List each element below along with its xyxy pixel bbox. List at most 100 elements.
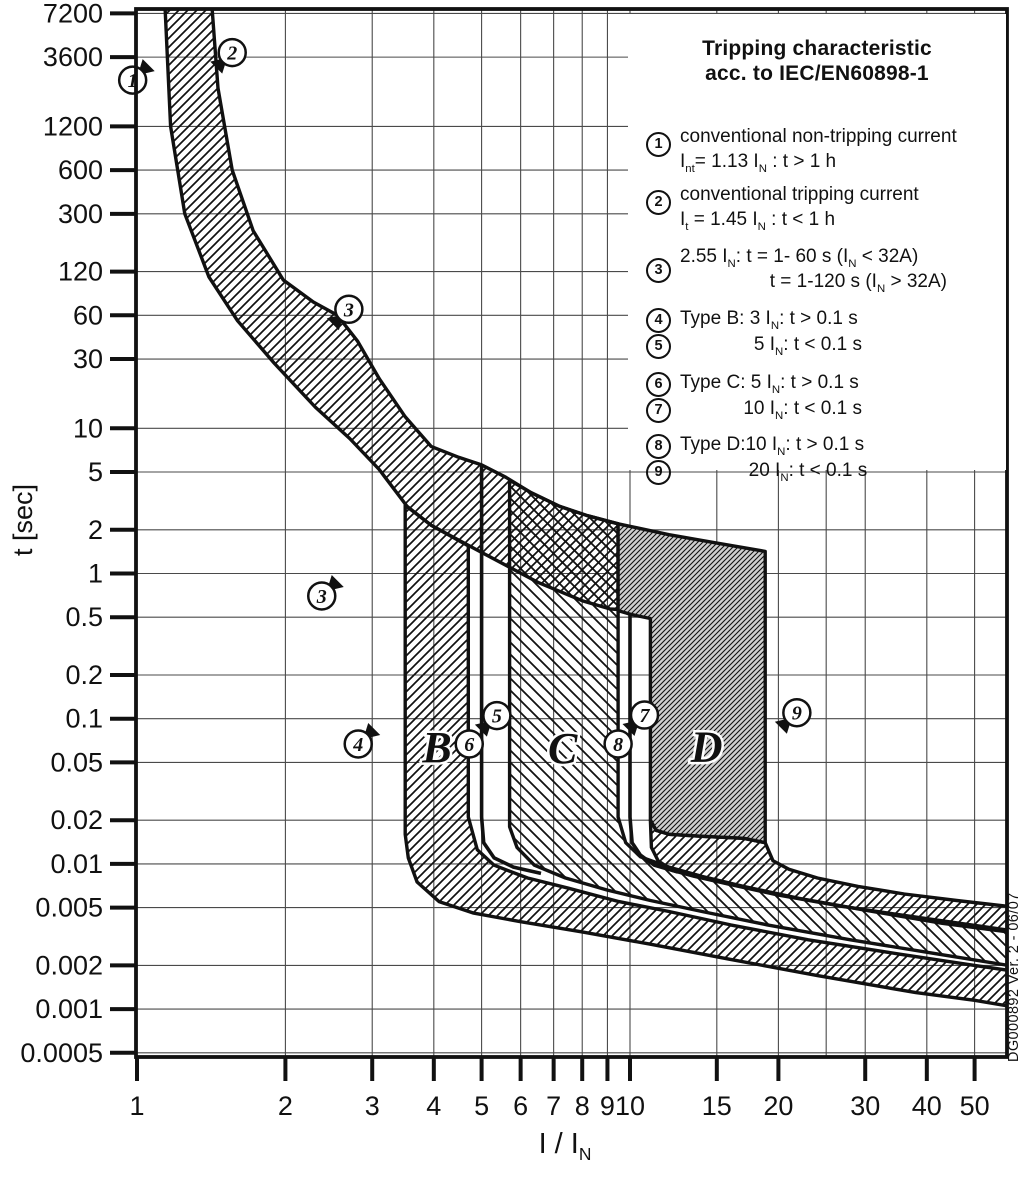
y-tick-label: 0.01 xyxy=(50,849,103,879)
x-tick-label: 1 xyxy=(129,1091,144,1121)
legend-item-number: 1 xyxy=(646,132,671,157)
marker-circle xyxy=(117,65,148,95)
x-tick-label: 40 xyxy=(912,1091,942,1121)
marker-number: 3 xyxy=(343,299,354,321)
legend-item-number: 6 xyxy=(646,372,671,397)
y-tick-label: 2 xyxy=(88,515,103,545)
marker-circle xyxy=(482,700,512,731)
x-tick-label: 3 xyxy=(365,1091,380,1121)
y-tick-label: 0.1 xyxy=(65,704,103,734)
document-number-watermark: DG000892 Ver. 2 - 06/07 xyxy=(1006,892,1022,1062)
band-letter-C: C xyxy=(548,724,578,773)
y-tick-label: 30 xyxy=(73,344,103,374)
legend-item: 9 20 IN: t < 0.1 s xyxy=(646,458,998,485)
y-tick-label: 5 xyxy=(88,457,103,487)
y-tick-label: 7200 xyxy=(43,0,103,28)
legend-item-text: 5 IN: t < 0.1 s xyxy=(680,334,862,358)
band-letter-D: D xyxy=(690,722,723,771)
marker-number: 6 xyxy=(464,734,474,756)
y-tick-label: 0.005 xyxy=(35,893,103,923)
limit_line_10IN xyxy=(628,614,679,874)
legend-item: 7 10 IN: t < 0.1 s xyxy=(646,396,998,423)
y-axis-label: t [sec] xyxy=(8,483,38,556)
y-tick-label: 1200 xyxy=(43,111,103,141)
legend-item-text: 20 IN: t < 0.1 s xyxy=(680,460,868,484)
y-tick-label: 0.002 xyxy=(35,950,103,980)
legend-item: 2 conventional tripping current It = 1.45 … xyxy=(646,182,998,232)
marker-number: 4 xyxy=(352,734,363,756)
marker-circle xyxy=(343,729,373,759)
y-tick-label: 0.02 xyxy=(50,805,103,835)
type_B_band xyxy=(403,503,1007,1008)
legend-item-number: 7 xyxy=(646,398,671,423)
y-tick-label: 0.5 xyxy=(65,602,103,632)
band-letters: B C D xyxy=(419,720,725,776)
marker-circle xyxy=(217,37,247,68)
limit_line_5IN xyxy=(479,464,542,876)
marker-number: 1 xyxy=(128,70,138,92)
legend-item: 4 Type B: 3 IN: t > 0.1 s xyxy=(646,306,998,333)
marker-circle xyxy=(334,294,364,325)
legend-item: 8 Type D:10 IN: t > 0.1 s xyxy=(646,432,998,459)
x-tick-label: 6 xyxy=(513,1091,528,1121)
band-letter-B: B xyxy=(421,723,451,772)
legend-title-line1: Tripping characteristic xyxy=(702,37,932,60)
legend-item-text: Type C: 5 IN: t > 0.1 s xyxy=(680,372,859,396)
type_C_band xyxy=(507,478,1007,967)
x-tick-label: 9 xyxy=(600,1091,615,1121)
legend-item: 6 Type C: 5 IN: t > 0.1 s xyxy=(646,370,998,397)
legend-item-number: 3 xyxy=(646,258,671,283)
y-tick-label: 300 xyxy=(58,199,103,229)
x-tick-label: 5 xyxy=(474,1091,489,1121)
x-tick-label: 4 xyxy=(426,1091,441,1121)
axis-ticks xyxy=(110,11,977,1081)
y-tick-label: 120 xyxy=(58,257,103,287)
y-tick-label: 0.2 xyxy=(65,660,103,690)
marker-number: 7 xyxy=(639,705,650,727)
axis-tick-labels: 7200360012006003001206030105210.50.20.10… xyxy=(20,0,989,1121)
y-tick-label: 1 xyxy=(88,559,103,589)
legend-item: 5 5 IN: t < 0.1 s xyxy=(646,332,998,359)
y-tick-label: 0.05 xyxy=(50,747,103,777)
type_D_bottom_sweep xyxy=(648,818,1007,932)
plot-border xyxy=(134,7,1009,1059)
x-axis-label: I / IN xyxy=(538,1128,592,1164)
legend-item: 3 2.55 IN: t = 1- 60 s (IN < 32A) t = 1-1… xyxy=(646,244,998,294)
tripping-bands xyxy=(163,9,1007,1008)
marker-number: 3 xyxy=(316,586,327,608)
x-tick-label: 15 xyxy=(702,1091,732,1121)
y-tick-label: 3600 xyxy=(43,42,103,72)
marker-circle xyxy=(307,581,337,611)
marker-circle xyxy=(603,729,633,759)
legend-item-text: 10 IN: t < 0.1 s xyxy=(680,398,862,422)
legend-item-number: 4 xyxy=(646,308,671,333)
marker-circle xyxy=(629,700,660,730)
legend-item: 1 conventional non-tripping current Int= 1… xyxy=(646,124,998,174)
x-tick-label: 50 xyxy=(960,1091,990,1121)
legend-item-text: conventional tripping current It = 1.45 I… xyxy=(680,184,919,233)
legend-item-text: 2.55 IN: t = 1- 60 s (IN < 32A) t = 1-12… xyxy=(680,246,947,295)
marker-number: 9 xyxy=(792,703,802,725)
legend-panel: Tripping characteristic acc. to IEC/EN60… xyxy=(628,14,1006,485)
legend-item-number: 2 xyxy=(646,190,671,215)
legend-item-text: Type D:10 IN: t > 0.1 s xyxy=(680,434,865,458)
marker-circle xyxy=(454,729,485,759)
legend-item-number: 8 xyxy=(646,434,671,459)
marker-number: 8 xyxy=(613,734,623,756)
legend-item-text: conventional non-tripping current Int= 1.… xyxy=(680,126,957,175)
legend-item-number: 9 xyxy=(646,460,671,485)
y-tick-label: 0.001 xyxy=(35,994,103,1024)
marker-number: 2 xyxy=(226,43,237,65)
y-tick-label: 600 xyxy=(58,155,103,185)
y-tick-label: 60 xyxy=(73,300,103,330)
x-tick-label: 2 xyxy=(278,1091,293,1121)
x-tick-label: 20 xyxy=(763,1091,793,1121)
x-tick-label: 8 xyxy=(575,1091,590,1121)
marker-circle xyxy=(782,697,812,728)
legend-item-text: Type B: 3 IN: t > 0.1 s xyxy=(680,308,858,332)
y-tick-label: 10 xyxy=(73,413,103,443)
y-tick-label: 0.0005 xyxy=(20,1038,103,1068)
x-tick-label: 30 xyxy=(850,1091,880,1121)
